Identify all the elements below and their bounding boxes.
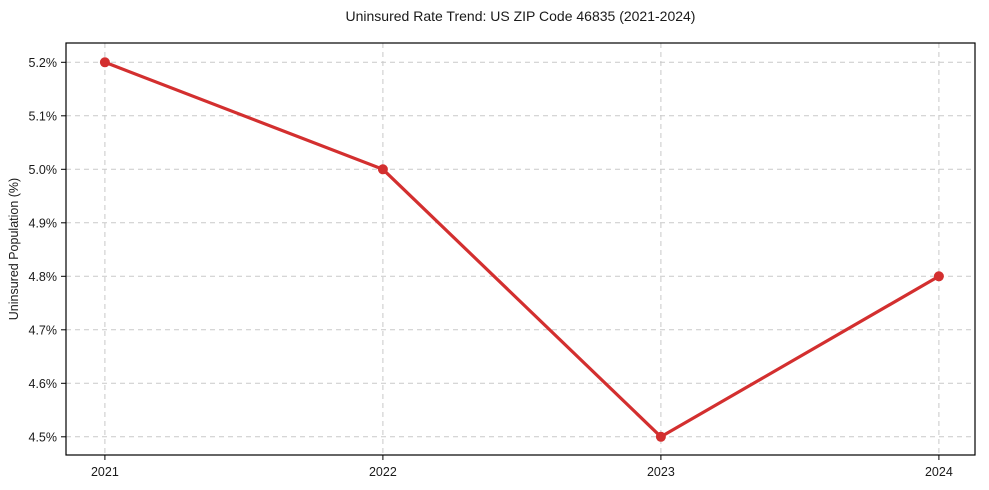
data-point-marker xyxy=(933,271,944,282)
x-tick-label: 2021 xyxy=(91,465,119,479)
data-point-marker xyxy=(99,57,110,68)
y-tick-label: 4.7% xyxy=(29,323,58,337)
x-tick-label: 2023 xyxy=(647,465,675,479)
y-tick-label: 5.1% xyxy=(29,109,58,123)
y-tick-label: 4.9% xyxy=(29,216,58,230)
y-tick-label: 5.2% xyxy=(29,56,58,70)
trend-line xyxy=(103,60,941,439)
chart-title: Uninsured Rate Trend: US ZIP Code 46835 … xyxy=(345,8,696,24)
y-tick-label: 5.0% xyxy=(29,163,58,177)
data-point-marker xyxy=(655,431,666,442)
x-tick-label: 2022 xyxy=(369,465,397,479)
data-point-marker xyxy=(377,164,388,175)
y-tick-label: 4.5% xyxy=(29,430,58,444)
plot-border xyxy=(65,42,976,456)
y-tick-label: 4.6% xyxy=(29,377,58,391)
x-tick-label: 2024 xyxy=(925,465,953,479)
y-tick-label: 4.8% xyxy=(29,270,58,284)
